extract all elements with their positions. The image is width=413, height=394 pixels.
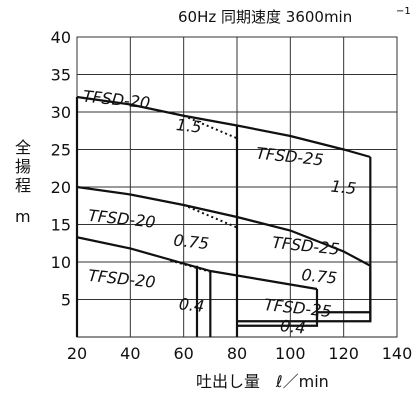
y-tick-label: 10 — [51, 253, 71, 272]
curve-label-power: 0.4 — [279, 316, 306, 338]
x-tick-label: 60 — [173, 344, 193, 363]
y-axis-unit: m — [15, 207, 31, 226]
x-axis-title: 吐出し量 ℓ／min — [196, 372, 329, 391]
performance-curve — [76, 236, 211, 273]
curve-label-power: 1.5 — [175, 115, 202, 137]
y-tick-label: 15 — [51, 216, 71, 235]
performance-curve — [76, 185, 238, 219]
region-boundary — [237, 289, 319, 327]
curve-label-power: 0.75 — [301, 265, 338, 288]
y-tick-label: 35 — [51, 66, 71, 85]
x-tick-label: 100 — [275, 344, 306, 363]
curve-label-model: TFSD-25 — [271, 233, 340, 259]
x-tick-label: 120 — [328, 344, 359, 363]
curve-label-power: 0.4 — [178, 294, 205, 316]
y-tick-label: 30 — [51, 103, 71, 122]
y-axis-title-char-3: 程 — [15, 176, 31, 195]
plot-area: TFSD-20 1.5 TFSD-25 1.5 TFSD-20 0.75 TFSD-25 0.… — [75, 36, 398, 338]
curve-label-model: TFSD-20 — [82, 87, 151, 113]
y-axis-title-char-2: 揚 — [15, 157, 31, 176]
chart-heading: 60Hz 同期速度 3600min −1 — [178, 6, 411, 26]
chart-title-superscript: −1 — [396, 6, 411, 17]
y-tick-label: 40 — [51, 28, 71, 47]
x-tick-label: 80 — [227, 344, 247, 363]
curve-label-model: TFSD-20 — [87, 266, 156, 292]
performance-curve — [210, 269, 318, 291]
y-axis-title-char-1: 全 — [15, 138, 31, 157]
dotted-extension-line — [170, 259, 211, 273]
performance-curve — [236, 124, 371, 159]
curve-label-power: 1.5 — [330, 177, 357, 199]
performance-curve — [236, 215, 371, 267]
curve-label-model: TFSD-20 — [87, 206, 156, 232]
x-tick-label: 20 — [67, 344, 87, 363]
performance-curve — [76, 95, 238, 127]
x-axis-tick-labels: 20 40 60 80 100 120 140 — [67, 344, 412, 363]
y-tick-label: 5 — [61, 291, 71, 310]
chart-title: 60Hz 同期速度 3600min — [178, 8, 352, 26]
y-axis-title: 全 揚 程 m — [15, 138, 31, 226]
x-tick-label: 40 — [120, 344, 140, 363]
y-axis-tick-labels: 5 10 15 20 25 30 35 40 — [51, 28, 71, 310]
curve-label-model: TFSD-25 — [255, 144, 324, 170]
y-tick-label: 25 — [51, 141, 71, 160]
x-tick-label: 140 — [382, 344, 413, 363]
curve-label-power: 0.75 — [173, 231, 210, 254]
performance-curves — [75, 95, 372, 337]
y-tick-label: 20 — [51, 178, 71, 197]
